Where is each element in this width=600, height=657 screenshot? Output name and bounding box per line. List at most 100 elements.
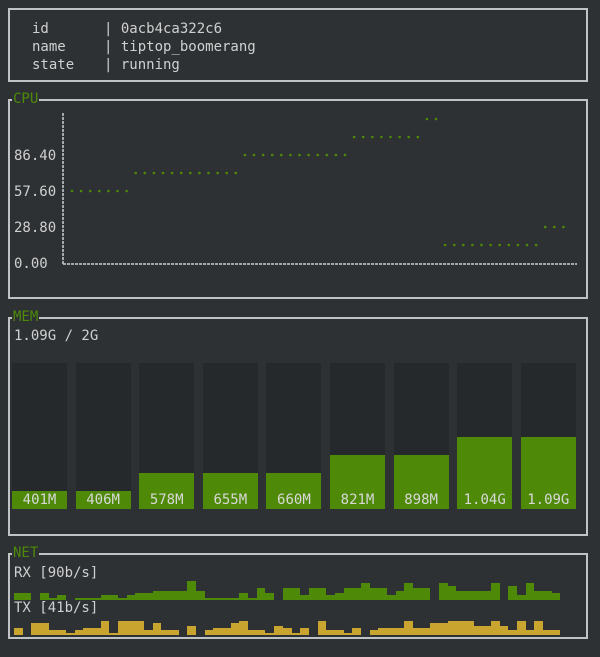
cpu-title: CPU [12, 91, 40, 107]
sparkline-bar [508, 630, 517, 635]
cpu-point [261, 153, 265, 157]
cpu-point [480, 243, 483, 247]
mem-bar: 821M [330, 363, 385, 509]
mem-bar-label: 1.09G [527, 492, 570, 508]
sparkline-bar [274, 625, 283, 635]
cpu-ytick: 0.00 [14, 256, 48, 272]
cpu-point [434, 117, 438, 121]
sparkline-bar [317, 620, 327, 635]
sparkline-bar [100, 595, 110, 600]
sparkline-bar [473, 590, 483, 600]
sparkline-bar [40, 592, 49, 600]
cpu-point [307, 153, 310, 157]
sparkline-bar [161, 630, 171, 635]
sparkline-bar [516, 595, 526, 600]
info-row-name: name | tiptop_boomerang [32, 38, 256, 56]
cpu-point [471, 243, 474, 247]
sparkline-bar [542, 630, 552, 635]
mem-bar-label: 660M [277, 492, 311, 508]
sparkline-bar [187, 581, 197, 600]
sparkline-bar [542, 590, 552, 600]
sparkline-bar [204, 597, 214, 600]
mem-bar-label: 406M [86, 492, 120, 508]
sparkline-bar [334, 592, 344, 600]
sparkline-bar [213, 597, 223, 600]
cpu-point [562, 225, 565, 229]
sparkline-bar [178, 590, 188, 600]
sparkline-bar [135, 592, 145, 600]
net-title: NET [12, 545, 40, 561]
info-separator: | tiptop_boomerang [104, 39, 256, 55]
cpu-point [98, 189, 101, 193]
sparkline-bar [464, 620, 474, 635]
sparkline-bar [482, 625, 491, 635]
sparkline-bar [334, 630, 344, 635]
container-info-panel: id | 0acb4ca322c6 name | tiptop_boomerang … [8, 8, 588, 82]
sparkline-bar [282, 588, 292, 600]
sparkline-bar [83, 597, 93, 600]
sparkline-bar [490, 620, 500, 635]
sparkline-bar [152, 590, 162, 600]
sparkline-bar [369, 588, 379, 600]
sparkline-bar [222, 627, 231, 635]
sparkline-bar [66, 632, 75, 635]
mem-bar-fill: 1.09G [520, 437, 576, 509]
sparkline-bar [170, 630, 179, 635]
cpu-point [134, 171, 137, 175]
cpu-point [525, 243, 529, 247]
sparkline-bar [551, 630, 561, 635]
sparkline-bar [395, 627, 405, 635]
cpu-ytick: 57.60 [14, 184, 57, 200]
cpu-point [443, 243, 447, 247]
cpu-point [189, 171, 192, 175]
mem-bar-fill: 655M [202, 473, 258, 509]
cpu-point [389, 135, 392, 139]
sparkline-bar [92, 597, 101, 600]
net-panel: NET RX [90b/s] TX [41b/s] [8, 545, 588, 639]
mem-bar: 898M [393, 363, 449, 509]
cpu-point [425, 117, 429, 121]
mem-bar-fill: 898M [393, 455, 449, 509]
cpu-point [498, 243, 502, 247]
cpu-point [516, 243, 520, 247]
sparkline-bar [525, 630, 535, 635]
cpu-point [371, 135, 374, 139]
info-row-id: id | 0acb4ca322c6 [32, 20, 222, 38]
sparkline-bar [248, 597, 257, 600]
cpu-point [207, 171, 210, 175]
sparkline-bar [144, 630, 153, 635]
sparkline-bar [378, 627, 387, 635]
sparkline-bar [447, 620, 457, 635]
sparkline-bar [508, 585, 517, 600]
cpu-point [152, 171, 156, 175]
cpu-point [553, 225, 556, 229]
cpu-point [225, 171, 228, 175]
sparkline-bar [92, 627, 101, 635]
sparkline-bar [74, 597, 84, 600]
sparkline-bar [14, 592, 23, 600]
mem-bar-fill: 660M [266, 473, 322, 509]
cpu-point [289, 153, 292, 157]
sparkline-bar [126, 595, 136, 600]
sparkline-bar [126, 620, 136, 635]
sparkline-bar [395, 590, 405, 600]
sparkline-bar [118, 620, 127, 635]
mem-bar: 401M [12, 363, 67, 509]
sparkline-bar [343, 632, 353, 635]
cpu-point [316, 153, 320, 157]
cpu-point [334, 153, 338, 157]
sparkline-bar [109, 632, 119, 635]
sparkline-bar [482, 590, 491, 600]
mem-bar-fill: 406M [75, 491, 131, 509]
cpu-point [407, 135, 411, 139]
cpu-point [489, 243, 492, 247]
cpu-point [125, 189, 128, 193]
sparkline-bar [100, 620, 110, 635]
sparkline-bar [464, 590, 474, 600]
sparkline-bar [438, 583, 448, 600]
sparkline-bar [74, 630, 84, 635]
cpu-point [398, 135, 401, 139]
cpu-point [116, 189, 119, 193]
sparkline-bar [265, 632, 275, 635]
info-key: id [32, 21, 49, 37]
